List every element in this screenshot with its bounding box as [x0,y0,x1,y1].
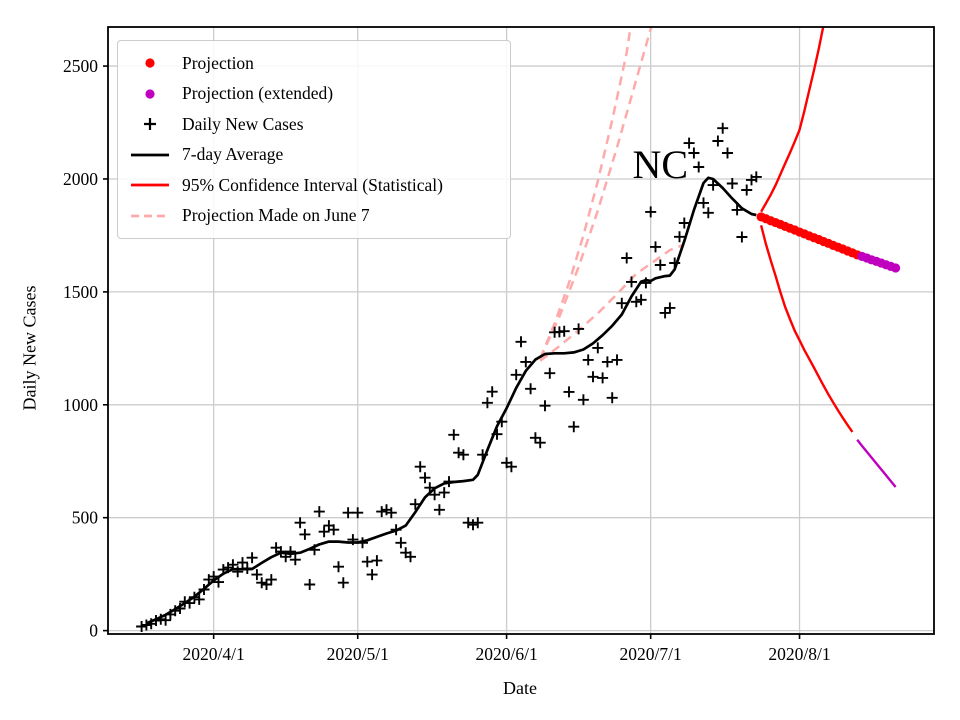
axis-ticks [103,65,801,639]
svg-text:2500: 2500 [63,56,98,76]
svg-text:0: 0 [89,621,98,641]
svg-text:2020/6/1: 2020/6/1 [475,644,537,664]
legend-label: 95% Confidence Interval (Statistical) [182,174,443,195]
daily-cases-scatter [136,122,762,632]
svg-text:2020/8/1: 2020/8/1 [768,644,830,664]
plus-marker-icon [144,118,156,131]
legend-item-7day-average: 7-day Average [128,140,500,171]
confidence-interval-lower-extended [856,439,897,488]
svg-text:500: 500 [72,508,99,528]
legend-label: 7-day Average [182,144,284,165]
projection-dots [756,212,862,260]
legend-label: Projection [182,52,254,73]
x-tick-labels: 2020/4/1 2020/5/1 2020/6/1 2020/7/1 2020/8/1 [183,644,831,664]
legend-item-projection-extended: Projection (extended) [128,79,500,110]
legend-item-projection: Projection [128,48,500,79]
black-line-icon [131,153,169,157]
red-line-icon [131,183,169,187]
x-axis-label: Date [503,678,537,698]
legend-item-june7-projection: Projection Made on June 7 [128,201,500,232]
confidence-interval-lower [759,225,854,433]
legend-label: Daily New Cases [182,113,304,134]
svg-text:2020/4/1: 2020/4/1 [183,644,245,664]
y-axis-label: Daily New Cases [19,285,40,411]
svg-text:2020/5/1: 2020/5/1 [327,644,389,664]
confidence-interval-lines [759,27,897,488]
legend: Projection Projection (extended) Daily N… [117,40,511,239]
projection-extended-dots [857,251,901,273]
svg-text:2020/7/1: 2020/7/1 [620,644,682,664]
red-dot-icon [145,58,155,68]
magenta-dot-icon [145,89,155,99]
y-tick-labels: 0 500 1000 1500 2000 2500 [63,56,98,641]
pink-dashed-line-icon [131,214,169,218]
confidence-interval-upper [760,27,825,213]
svg-text:2000: 2000 [63,169,98,189]
state-annotation: NC [632,142,688,187]
legend-label: Projection Made on June 7 [182,205,370,226]
plot-border [107,26,935,635]
svg-text:1000: 1000 [63,395,98,415]
svg-text:1500: 1500 [63,282,98,302]
legend-label: Projection (extended) [182,83,334,104]
legend-item-daily-new-cases: Daily New Cases [128,109,500,140]
projection-june7-dashed [539,27,685,362]
seven-day-average-line [145,176,757,625]
legend-item-confidence-interval: 95% Confidence Interval (Statistical) [128,170,500,201]
